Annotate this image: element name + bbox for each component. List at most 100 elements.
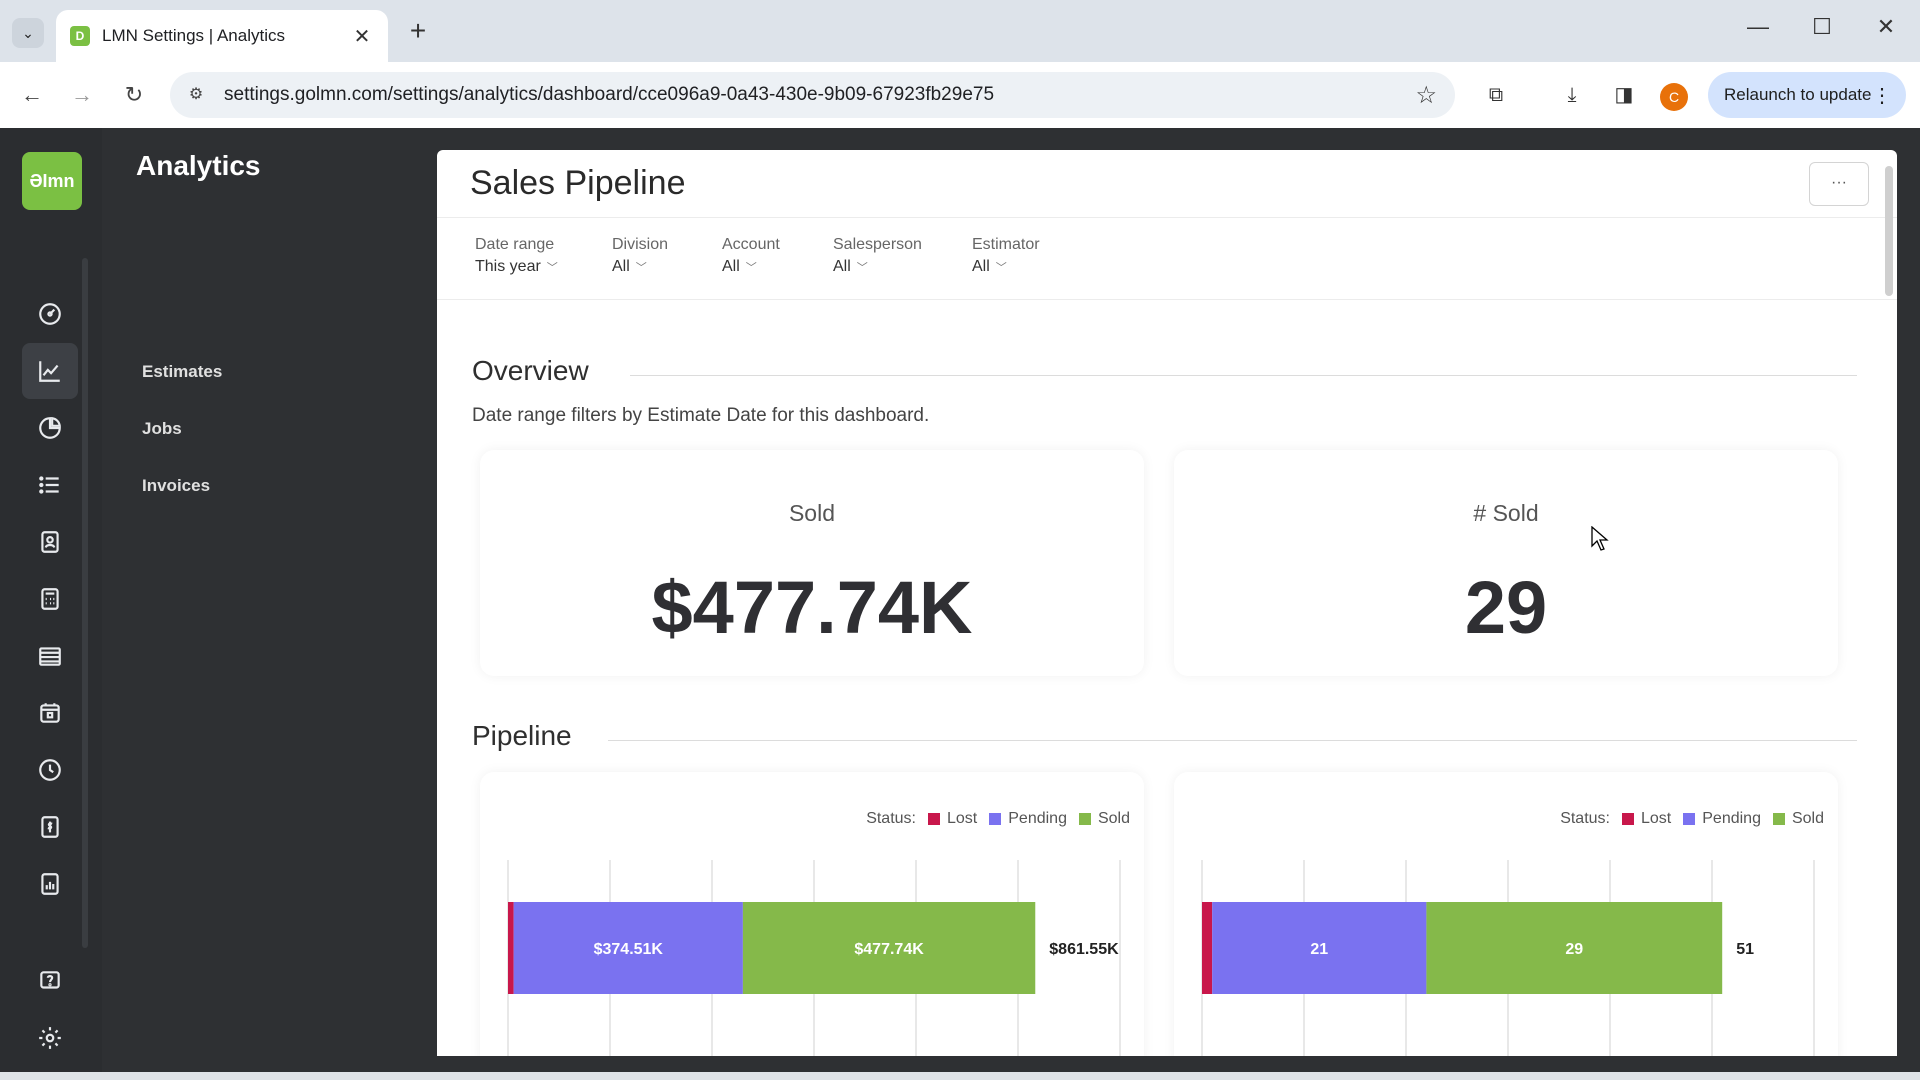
bar-data-label: 21 — [1310, 941, 1328, 958]
side-panel-icon[interactable]: ◨ — [1614, 84, 1634, 106]
bar-segment-sold — [742, 902, 1036, 994]
chevron-down-icon: ⌄ — [22, 24, 34, 41]
report-icon[interactable] — [22, 856, 78, 912]
browser-toolbar: ← → ↻ ⚙ settings.golmn.com/settings/anal… — [0, 62, 1920, 128]
reload-icon[interactable]: ↻ — [124, 82, 144, 107]
address-bar[interactable]: ⚙ settings.golmn.com/settings/analytics/… — [170, 72, 1455, 118]
kpi-label: Sold — [788, 500, 836, 526]
kpi-label: # Sold — [1473, 500, 1539, 526]
forward-icon[interactable]: → — [71, 82, 93, 107]
legend-lost[interactable]: Lost — [928, 810, 977, 828]
pipeline-title: Pipeline — [472, 720, 572, 751]
filter-value[interactable]: All ﹀ — [972, 258, 1007, 275]
close-tab-icon[interactable]: ✕ — [353, 25, 371, 48]
url-text[interactable]: settings.golmn.com/settings/analytics/da… — [224, 84, 995, 105]
bar-segment-sold — [1426, 902, 1723, 994]
calculator-icon[interactable] — [22, 571, 78, 627]
minimize-icon[interactable]: — — [1747, 14, 1769, 39]
legend-swatch — [1683, 813, 1696, 825]
site-info-icon[interactable]: ⚙ — [188, 86, 204, 103]
filter-bar: Date range This year ﹀ Division All ﹀ Acco… — [437, 218, 1897, 300]
bar-total-label: 51 — [1736, 941, 1754, 958]
help-icon[interactable] — [22, 953, 78, 1009]
chevron-down-icon: ﹀ — [995, 262, 1007, 274]
filter-value[interactable]: All ﹀ — [722, 258, 757, 275]
side-panel-title: Analytics — [136, 150, 261, 181]
chevron-down-icon: ﹀ — [745, 262, 757, 274]
filter-value[interactable]: This year ﹀ — [475, 258, 558, 275]
chevron-down-icon: ﹀ — [635, 262, 647, 274]
legend-sold[interactable]: Sold — [1078, 810, 1130, 828]
dashboard-icon[interactable] — [22, 286, 78, 342]
tab-title: LMN Settings | Analytics — [102, 26, 285, 45]
side-panel: Analytics Estimates Jobs Invoices — [102, 128, 437, 1072]
close-window-icon[interactable]: ✕ — [1876, 14, 1896, 39]
legend-pending[interactable]: Pending — [989, 810, 1067, 828]
chart-legend: Status: Lost Pending Sold — [1560, 810, 1824, 828]
bar-data-label: $374.51K — [594, 941, 664, 958]
filter-label: Account — [722, 236, 780, 253]
kpi-value: 29 — [1464, 566, 1548, 649]
overview-note: Date range filters by Estimate Date for … — [472, 405, 930, 426]
filter-account[interactable]: Account All ﹀ — [722, 236, 780, 276]
extensions-icon[interactable]: ⧉ — [1488, 84, 1504, 106]
bar-segment-pending — [513, 902, 743, 994]
maximize-icon[interactable]: ☐ — [1812, 14, 1832, 39]
analytics-icon[interactable] — [22, 343, 78, 399]
lmn-logo[interactable]: ƏImn — [22, 152, 82, 210]
legend-status-label: Status: — [1560, 810, 1610, 827]
profile-avatar[interactable]: C — [1660, 83, 1688, 111]
filter-date-range[interactable]: Date range This year ﹀ — [475, 236, 558, 276]
favicon-icon: D — [70, 26, 90, 46]
filter-value[interactable]: All ﹀ — [612, 258, 647, 275]
browser-tab-active[interactable]: D LMN Settings | Analytics ✕ — [56, 10, 388, 62]
tab-search-button[interactable]: ⌄ — [12, 18, 44, 48]
rail-scrollbar[interactable] — [82, 258, 88, 948]
filter-label: Division — [612, 236, 669, 253]
dashboard-header: Sales Pipeline ··· — [437, 150, 1897, 218]
filter-label: Estimator — [972, 236, 1040, 253]
legend-swatch — [928, 813, 940, 825]
kpi-card-sold: Sold $477.74K — [480, 450, 1144, 676]
mouse-cursor-icon — [1591, 526, 1609, 551]
relaunch-label: Relaunch to update — [1724, 85, 1872, 104]
list-icon[interactable] — [22, 457, 78, 513]
more-options-button[interactable]: ··· — [1809, 162, 1869, 206]
legend-pending[interactable]: Pending — [1683, 810, 1761, 828]
legend-swatch — [1078, 813, 1091, 825]
pie-chart-icon[interactable] — [22, 400, 78, 456]
pipeline-chart-value: Status: Lost Pending Sold $374.51K $477.7… — [480, 772, 1144, 1056]
filter-salesperson[interactable]: Salesperson All ﹀ — [833, 236, 922, 276]
legend-sold[interactable]: Sold — [1772, 810, 1824, 828]
filter-label: Salesperson — [833, 236, 922, 253]
back-icon[interactable]: ← — [21, 82, 43, 107]
relaunch-button[interactable]: Relaunch to update ⋮ — [1708, 72, 1906, 118]
new-tab-button[interactable]: + — [409, 15, 427, 46]
sidebar-item-jobs[interactable]: Jobs — [142, 419, 182, 438]
kpi-value: $477.74K — [651, 566, 973, 649]
pipeline-chart-count: Status: Lost Pending Sold 21 29 51 — [1174, 772, 1838, 1056]
sidebar-item-estimates[interactable]: Estimates — [142, 362, 223, 381]
filter-division[interactable]: Division All ﹀ — [612, 236, 668, 276]
overview-title: Overview — [472, 355, 589, 386]
bookmark-star-icon[interactable]: ☆ — [1415, 82, 1437, 109]
chart-legend: Status: Lost Pending Sold — [866, 810, 1130, 828]
bar-total-label: $861.55K — [1049, 941, 1119, 958]
filter-label: Date range — [475, 236, 555, 253]
calendar-icon[interactable] — [22, 685, 78, 741]
legend-swatch — [1772, 813, 1785, 825]
bar-data-label: $477.74K — [854, 941, 924, 958]
stack-icon[interactable] — [22, 628, 78, 684]
settings-icon[interactable] — [22, 1010, 78, 1066]
contact-card-icon[interactable] — [22, 514, 78, 570]
sidebar-item-invoices[interactable]: Invoices — [142, 476, 211, 495]
invoice-icon[interactable] — [22, 799, 78, 855]
clock-icon[interactable] — [22, 742, 78, 798]
download-icon[interactable]: ⤓ — [1567, 84, 1577, 106]
legend-lost[interactable]: Lost — [1622, 810, 1671, 828]
filter-value[interactable]: All ﹀ — [833, 258, 868, 275]
main-scrollbar[interactable] — [1885, 166, 1893, 296]
chevron-down-icon: ﹀ — [856, 262, 868, 274]
filter-estimator[interactable]: Estimator All ﹀ — [972, 236, 1040, 276]
